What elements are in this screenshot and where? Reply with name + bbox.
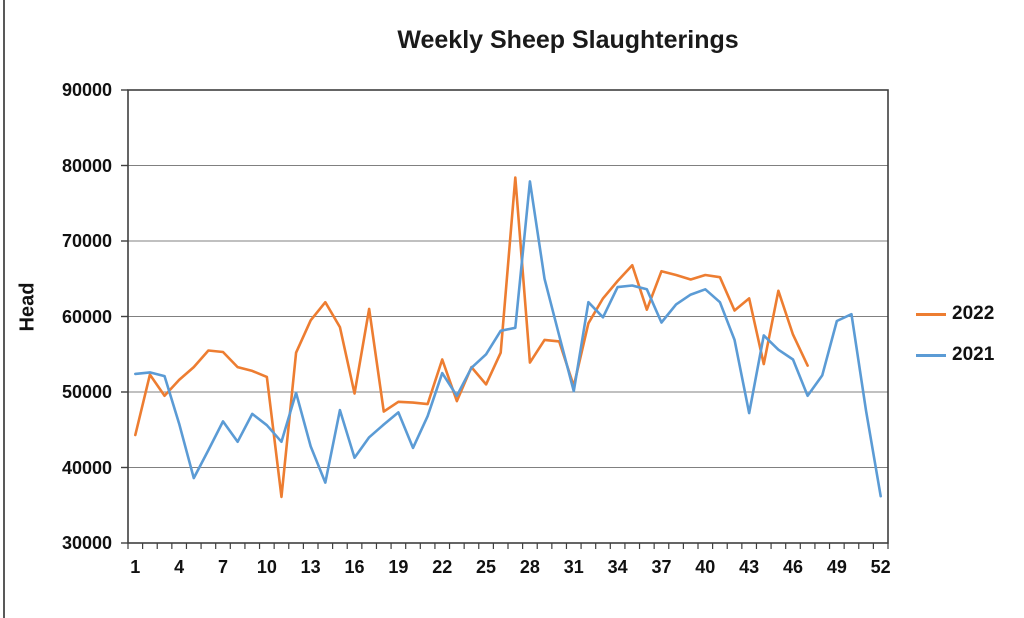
x-tick-label-10: 10 bbox=[256, 557, 277, 577]
x-tick-label-7: 7 bbox=[217, 557, 228, 577]
legend-line-2022-icon bbox=[916, 312, 946, 316]
y-tick-label-50000: 50000 bbox=[61, 382, 112, 402]
x-tick-label-19: 19 bbox=[388, 557, 409, 577]
x-tick-label-40: 40 bbox=[695, 557, 716, 577]
y-tick-label-70000: 70000 bbox=[61, 231, 112, 251]
x-tick-label-13: 13 bbox=[300, 557, 321, 577]
x-tick-label-52: 52 bbox=[870, 557, 891, 577]
legend-line-2021-icon bbox=[916, 353, 946, 357]
x-tick-label-4: 4 bbox=[174, 557, 185, 577]
legend-label-2021: 2021 bbox=[952, 344, 995, 365]
legend-item-2021: 2021 bbox=[916, 344, 994, 366]
series-line-2022 bbox=[134, 176, 809, 499]
x-tick-label-37: 37 bbox=[651, 557, 672, 577]
x-tick-label-28: 28 bbox=[519, 557, 540, 577]
x-tick-label-25: 25 bbox=[476, 557, 497, 577]
x-tick-label-31: 31 bbox=[563, 557, 584, 577]
x-tick-label-46: 46 bbox=[782, 557, 804, 577]
chart-title: Weekly Sheep Slaughterings bbox=[397, 26, 739, 54]
x-tick-label-34: 34 bbox=[607, 557, 628, 577]
y-tick-label-80000: 80000 bbox=[61, 155, 112, 176]
x-tick-label-49: 49 bbox=[826, 557, 847, 577]
x-tick-label-16: 16 bbox=[344, 557, 365, 577]
y-tick-label-90000: 90000 bbox=[61, 80, 112, 100]
page-left-border bbox=[3, 0, 5, 618]
legend-label-2022: 2022 bbox=[952, 303, 995, 324]
y-tick-label-40000: 40000 bbox=[61, 457, 112, 478]
legend-item-2022: 2022 bbox=[916, 303, 994, 325]
x-tick-label-1: 1 bbox=[130, 557, 141, 577]
x-tick-label-22: 22 bbox=[432, 557, 453, 577]
y-tick-label-60000: 60000 bbox=[61, 306, 112, 327]
series-line-2021 bbox=[134, 180, 882, 498]
x-tick-label-43: 43 bbox=[739, 557, 760, 577]
y-tick-label-30000: 30000 bbox=[61, 533, 112, 553]
